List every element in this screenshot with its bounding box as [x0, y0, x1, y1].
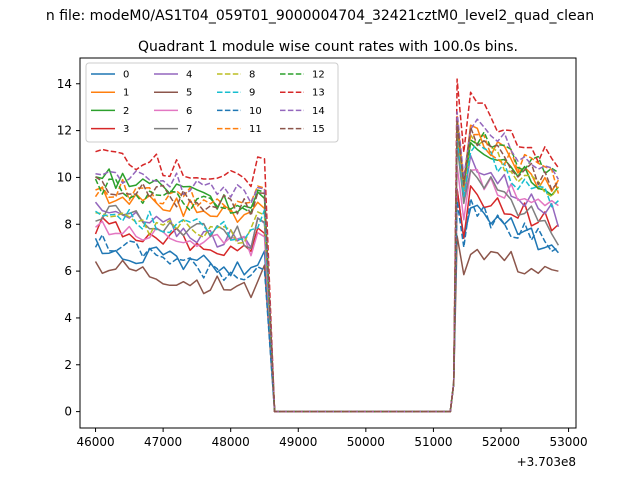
legend-label-10: 10 — [249, 106, 262, 117]
series-lines — [94, 78, 560, 413]
legend-label-0: 0 — [123, 70, 129, 81]
x-tick-label: 49000 — [279, 435, 317, 449]
y-tick-label: 12 — [57, 124, 72, 138]
legend-label-15: 15 — [312, 124, 325, 135]
legend-label-8: 8 — [249, 70, 255, 81]
chart-title: Quadrant 1 module wise count rates with … — [138, 39, 518, 55]
figure-suptitle: n file: modeM0/AS1T04_059T01_9000004704_… — [46, 8, 594, 24]
x-offset-label: +3.703e8 — [517, 455, 576, 469]
legend-label-14: 14 — [312, 106, 325, 117]
legend-box — [85, 62, 339, 143]
legend-label-12: 12 — [312, 70, 325, 81]
y-tick-label: 2 — [64, 358, 72, 372]
legend-label-7: 7 — [186, 124, 192, 135]
x-tick-label: 46000 — [76, 435, 114, 449]
legend-label-9: 9 — [249, 88, 255, 99]
x-tick-label: 50000 — [347, 435, 385, 449]
legend-label-3: 3 — [123, 124, 129, 135]
x-axis-ticks: 46000 47000 48000 49000 50000 51000 52000 53000 — [76, 428, 588, 449]
y-tick-label: 4 — [64, 311, 72, 325]
legend-label-5: 5 — [186, 88, 192, 99]
plot-frame — [79, 57, 577, 429]
y-tick-label: 8 — [64, 217, 72, 231]
y-tick-label: 0 — [64, 405, 72, 419]
y-tick-label: 10 — [57, 170, 72, 184]
x-tick-label: 47000 — [144, 435, 182, 449]
x-tick-label: 51000 — [414, 435, 452, 449]
legend-label-6: 6 — [186, 106, 192, 117]
legend-label-11: 11 — [249, 124, 262, 135]
legend-label-1: 1 — [123, 88, 129, 99]
legend-label-4: 4 — [186, 70, 192, 81]
legend-label-2: 2 — [123, 106, 129, 117]
series-line-15 — [95, 120, 559, 413]
legend-label-13: 13 — [312, 88, 325, 99]
x-tick-label: 53000 — [549, 435, 587, 449]
y-tick-label: 6 — [64, 264, 72, 278]
x-tick-label: 48000 — [212, 435, 250, 449]
y-tick-label: 14 — [57, 77, 72, 91]
x-tick-label: 52000 — [482, 435, 520, 449]
y-axis-ticks: 0 2 4 6 8 10 12 14 — [57, 77, 80, 419]
